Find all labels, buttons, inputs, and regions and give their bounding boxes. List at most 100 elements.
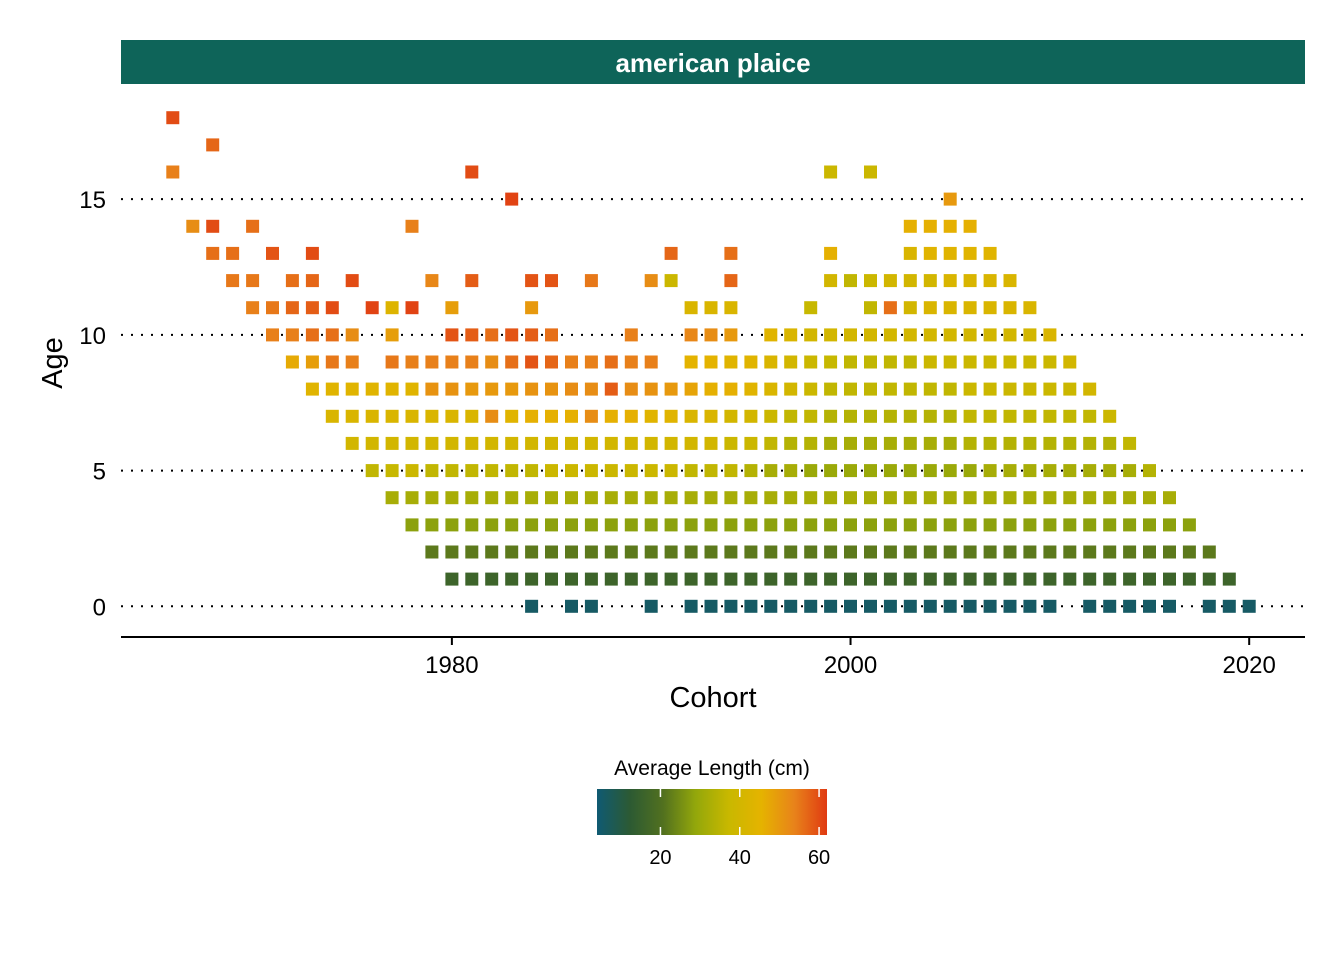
data-tile <box>844 518 857 532</box>
data-tile <box>485 491 499 505</box>
data-tile <box>604 491 618 505</box>
data-tile <box>824 436 838 450</box>
data-tile <box>485 545 499 559</box>
data-tile <box>525 355 539 369</box>
data-tile <box>1163 599 1176 613</box>
data-tile <box>425 464 439 478</box>
data-tile <box>1163 545 1176 559</box>
data-tile <box>644 518 658 532</box>
data-tile <box>465 274 479 288</box>
data-tile <box>804 545 818 559</box>
data-tile <box>923 274 937 288</box>
data-tile <box>565 518 578 532</box>
data-tiles <box>166 111 1256 613</box>
data-tile <box>864 409 877 423</box>
data-tile <box>923 545 937 559</box>
data-tile <box>445 409 459 423</box>
data-tile <box>485 355 499 369</box>
data-tile <box>963 518 977 532</box>
data-tile <box>1063 464 1077 478</box>
data-tile <box>903 518 917 532</box>
data-tile <box>764 572 778 586</box>
data-tile <box>1063 355 1077 369</box>
data-tile <box>584 436 598 450</box>
data-tile <box>1143 491 1156 505</box>
data-tile <box>684 545 698 559</box>
data-tile <box>385 382 399 396</box>
data-tile <box>1222 599 1236 613</box>
data-tile <box>445 491 459 505</box>
data-tile <box>305 301 319 315</box>
data-tile <box>923 382 937 396</box>
data-tile <box>903 355 917 369</box>
data-tile <box>963 355 977 369</box>
data-tile <box>1003 355 1017 369</box>
data-tile <box>864 518 877 532</box>
data-tile <box>1242 599 1256 613</box>
data-tile <box>505 436 519 450</box>
data-tile <box>1163 572 1176 586</box>
data-tile <box>1043 599 1057 613</box>
data-tile <box>365 382 379 396</box>
data-tile <box>943 328 957 342</box>
data-tile <box>325 382 339 396</box>
data-tile <box>804 409 818 423</box>
data-tile <box>923 409 937 423</box>
data-tile <box>305 246 319 260</box>
data-tile <box>684 328 698 342</box>
data-tile <box>1123 464 1137 478</box>
data-tile <box>345 355 359 369</box>
data-tile <box>584 599 598 613</box>
data-tile <box>844 409 857 423</box>
data-tile <box>923 518 937 532</box>
data-tile <box>425 409 439 423</box>
data-tile <box>824 491 838 505</box>
data-tile <box>883 464 897 478</box>
data-tile <box>983 246 997 260</box>
data-tile <box>584 572 598 586</box>
data-tile <box>624 491 638 505</box>
data-tile <box>1123 545 1137 559</box>
data-tile <box>206 246 220 260</box>
data-tile <box>704 491 718 505</box>
data-tile <box>963 599 977 613</box>
data-tile <box>565 545 578 559</box>
data-tile <box>983 409 997 423</box>
data-tile <box>1003 518 1017 532</box>
data-tile <box>266 328 279 342</box>
data-tile <box>305 355 319 369</box>
y-axis-title: Age <box>37 337 69 389</box>
data-tile <box>365 301 379 315</box>
data-tile <box>1043 464 1057 478</box>
data-tile <box>545 355 558 369</box>
data-tile <box>864 301 877 315</box>
legend-tick-label: 40 <box>729 847 751 869</box>
data-tile <box>664 436 678 450</box>
data-tile <box>824 545 838 559</box>
data-tile <box>664 464 678 478</box>
data-tile <box>923 436 937 450</box>
data-tile <box>525 599 539 613</box>
data-tile <box>764 545 778 559</box>
color-legend: Average Length (cm) 20 40 60 <box>597 757 830 869</box>
data-tile <box>584 464 598 478</box>
data-tile <box>1003 328 1017 342</box>
data-tile <box>724 599 738 613</box>
data-tile <box>1123 518 1137 532</box>
data-tile <box>385 355 399 369</box>
data-tile <box>525 436 539 450</box>
data-tile <box>824 274 838 288</box>
data-tile <box>704 572 718 586</box>
data-tile <box>266 246 279 260</box>
data-tile <box>285 274 299 288</box>
data-tile <box>963 545 977 559</box>
data-tile <box>365 464 379 478</box>
data-tile <box>903 545 917 559</box>
data-tile <box>684 572 698 586</box>
data-tile <box>1063 545 1077 559</box>
y-tick-label: 0 <box>93 594 106 621</box>
data-tile <box>963 572 977 586</box>
data-tile <box>1202 545 1216 559</box>
data-tile <box>425 518 439 532</box>
